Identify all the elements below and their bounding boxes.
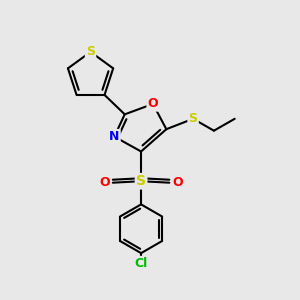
Text: O: O xyxy=(172,176,183,189)
Text: S: S xyxy=(136,174,146,188)
Text: O: O xyxy=(99,176,110,189)
Text: Cl: Cl xyxy=(134,257,148,270)
Text: S: S xyxy=(189,112,198,125)
Text: O: O xyxy=(148,98,158,110)
Text: S: S xyxy=(86,45,95,58)
Text: N: N xyxy=(109,130,119,143)
